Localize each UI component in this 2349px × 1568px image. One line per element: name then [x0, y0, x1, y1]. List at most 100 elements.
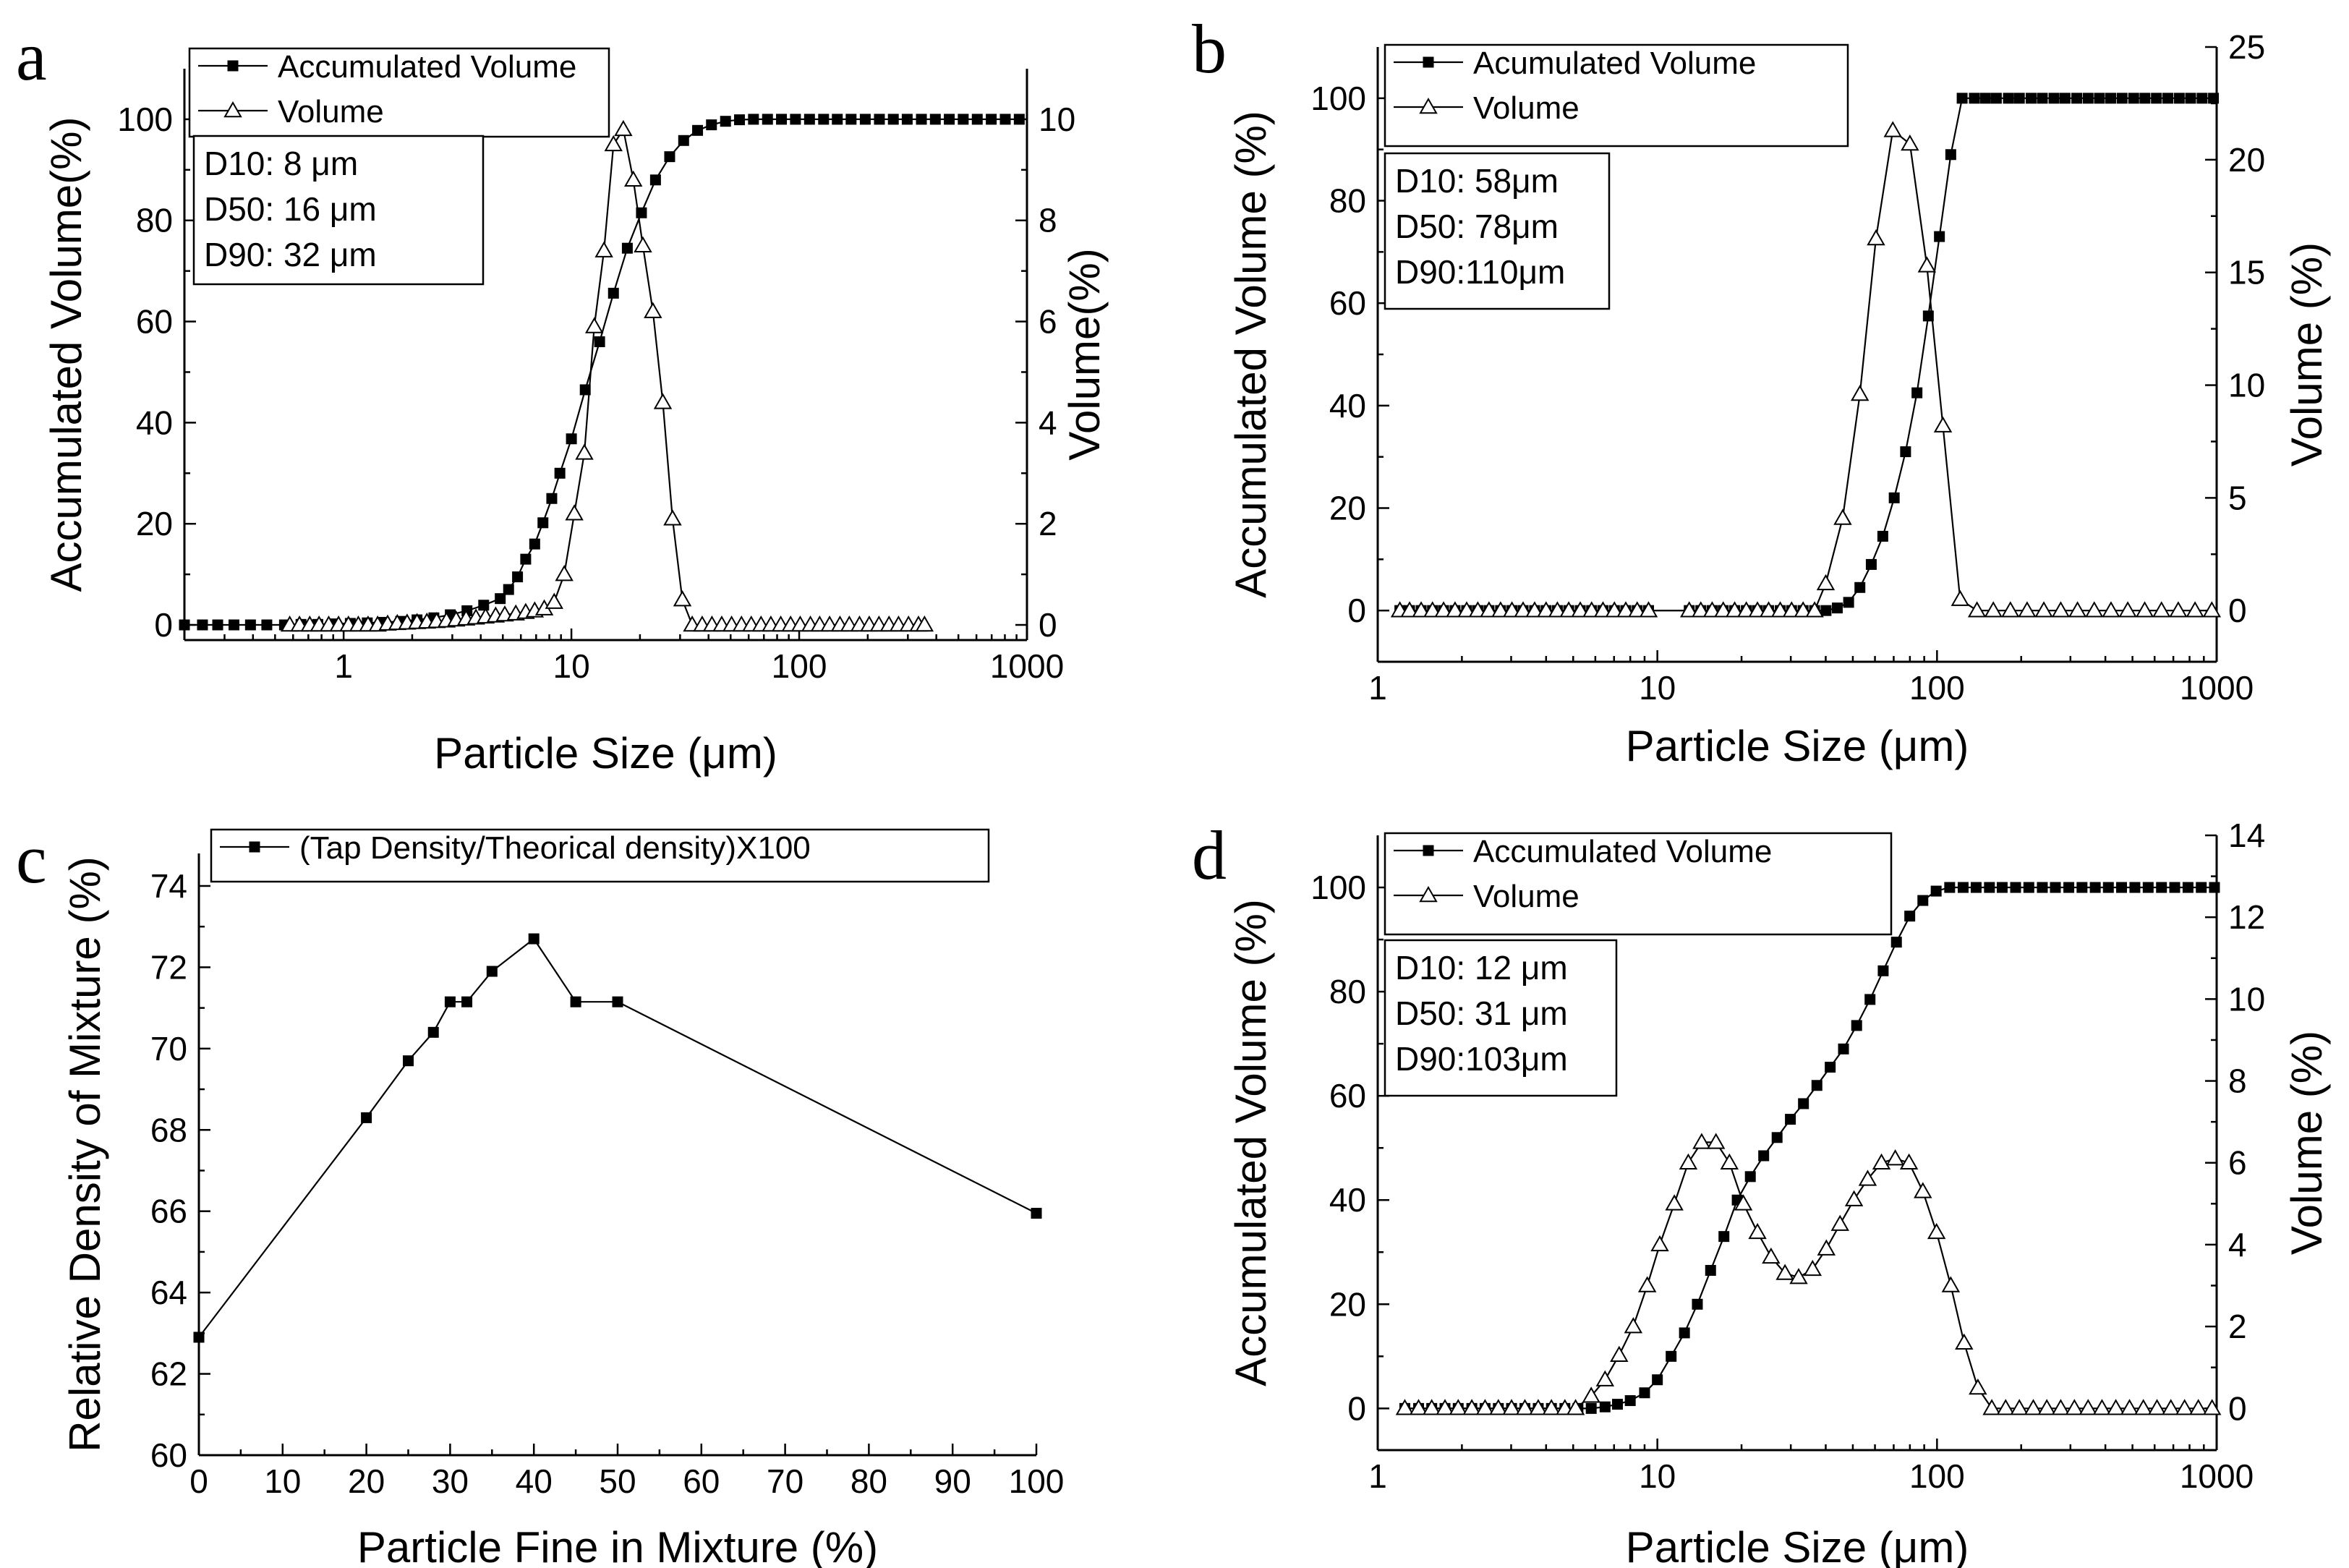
info-box: D10: 12 μm D50: 31 μm D90:103μm — [1384, 939, 1618, 1097]
info-line: D50: 31 μm — [1395, 994, 1568, 1032]
data-point-triangle — [1782, 601, 1801, 618]
legend: (Tap Density/Theorical density)X100 — [210, 828, 990, 883]
data-point-square — [528, 933, 540, 945]
data-point-square — [1771, 1132, 1783, 1143]
data-point-triangle — [2161, 1399, 2180, 1415]
legend: Accumulated Volume Volume — [1384, 832, 1893, 936]
legend-marker-square — [1423, 845, 1434, 856]
data-point-triangle — [1529, 1399, 1548, 1415]
info-frame — [192, 135, 485, 286]
data-point-triangle — [2065, 1399, 2084, 1415]
data-point-triangle — [1491, 601, 1510, 618]
data-point-triangle — [644, 302, 662, 318]
data-point-square — [649, 174, 661, 186]
data-point-square — [1811, 1080, 1822, 1091]
data-point-triangle — [1582, 601, 1601, 618]
data-point-square — [361, 1112, 372, 1123]
data-point-triangle — [1434, 601, 1453, 618]
info-box: D10: 58μm D50: 78μm D90:110μm — [1384, 152, 1611, 310]
data-point-triangle — [1917, 256, 1937, 273]
data-point-triangle — [1706, 1133, 1726, 1149]
y-tick-label: 20 — [1329, 490, 1366, 527]
y2-tick-label: 12 — [2228, 898, 2265, 936]
data-point-triangle — [2152, 601, 2171, 618]
data-point-square — [1758, 1150, 1770, 1162]
data-point-triangle — [2186, 601, 2204, 618]
data-point-square — [2196, 93, 2208, 104]
data-point-triangle — [1423, 601, 1442, 618]
x-axis-title: Particle Size (μm) — [1626, 1523, 1969, 1568]
data-point-square — [1904, 911, 1916, 922]
data-point-square — [1820, 605, 1832, 616]
data-point-square — [1624, 1395, 1636, 1407]
data-point-triangle — [1468, 601, 1488, 618]
data-point-square — [2037, 93, 2048, 104]
data-point-square — [197, 619, 208, 631]
data-point-square — [193, 1331, 205, 1343]
data-point-square — [1831, 602, 1843, 614]
data-point-triangle — [1514, 601, 1532, 618]
data-point-triangle — [1748, 601, 1767, 618]
data-point-square — [1639, 1387, 1650, 1399]
legend-label: Accumulated Volume — [278, 49, 576, 85]
info-line: D10: 58μm — [1395, 162, 1559, 200]
info-line: D50: 78μm — [1395, 208, 1559, 245]
y-tick-label: 74 — [150, 867, 187, 905]
data-point-triangle — [653, 393, 673, 409]
y2-tick-label: 2 — [2228, 1308, 2247, 1345]
plot-area — [1390, 93, 2222, 618]
data-point-triangle — [1817, 1239, 1836, 1256]
data-point-triangle — [2188, 1399, 2208, 1415]
x-tick-label: 0 — [189, 1462, 208, 1500]
data-point-triangle — [565, 504, 584, 521]
data-point-square — [1984, 882, 1995, 893]
data-point-square — [1945, 149, 1956, 161]
x-tick-label: 70 — [767, 1462, 803, 1500]
data-point-triangle — [1593, 601, 1613, 618]
data-point-square — [1930, 885, 1942, 897]
data-point-square — [706, 119, 717, 131]
data-point-square — [1990, 93, 2002, 104]
data-point-triangle — [2079, 1399, 2097, 1415]
data-point-square — [2003, 93, 2014, 104]
data-point-square — [664, 151, 675, 163]
data-point-square — [2050, 882, 2061, 893]
data-point-square — [566, 433, 577, 445]
x-tick-label: 10 — [553, 647, 590, 685]
info-box: D10: 8 μm D50: 16 μm D90: 32 μm — [192, 135, 485, 286]
y2-axis-title: Volume (%) — [2282, 1031, 2331, 1255]
x-tick-label: 10 — [264, 1462, 301, 1500]
data-point-triangle — [663, 509, 682, 526]
x-tick-label: 20 — [348, 1462, 385, 1500]
data-point-square — [1843, 597, 1854, 608]
data-point-square — [2169, 882, 2180, 893]
data-point-square — [570, 996, 581, 1007]
legend-marker-triangle — [1419, 885, 1438, 903]
data-point-square — [1666, 1350, 1677, 1362]
y2-tick-label: 6 — [2228, 1144, 2247, 1182]
data-point-square — [2209, 882, 2220, 893]
legend-marker-square — [1423, 56, 1434, 68]
data-point-triangle — [1714, 601, 1733, 618]
data-point-square — [579, 384, 591, 396]
y2-axis-title: Volume(%) — [1060, 248, 1109, 460]
data-point-square — [2076, 882, 2088, 893]
plot-area — [179, 114, 1025, 632]
legend-label: Volume — [278, 94, 384, 129]
y2-tick-label: 25 — [2228, 28, 2265, 66]
data-point-triangle — [1748, 1222, 1767, 1240]
data-point-triangle — [1850, 384, 1870, 401]
y2-tick-label: 6 — [1039, 303, 1057, 341]
y2-tick-label: 0 — [2228, 592, 2247, 629]
data-point-triangle — [1702, 601, 1722, 618]
data-point-triangle — [1858, 1169, 1877, 1186]
data-point-triangle — [1844, 1190, 1864, 1206]
data-point-triangle — [2085, 601, 2104, 618]
data-point-triangle — [1624, 1317, 1643, 1334]
data-point-square — [1851, 1020, 1862, 1031]
legend-label: (Tap Density/Theorical density)X100 — [299, 830, 811, 866]
data-point-triangle — [1616, 601, 1635, 618]
plot-area — [193, 933, 1042, 1343]
data-point-triangle — [1548, 601, 1567, 618]
